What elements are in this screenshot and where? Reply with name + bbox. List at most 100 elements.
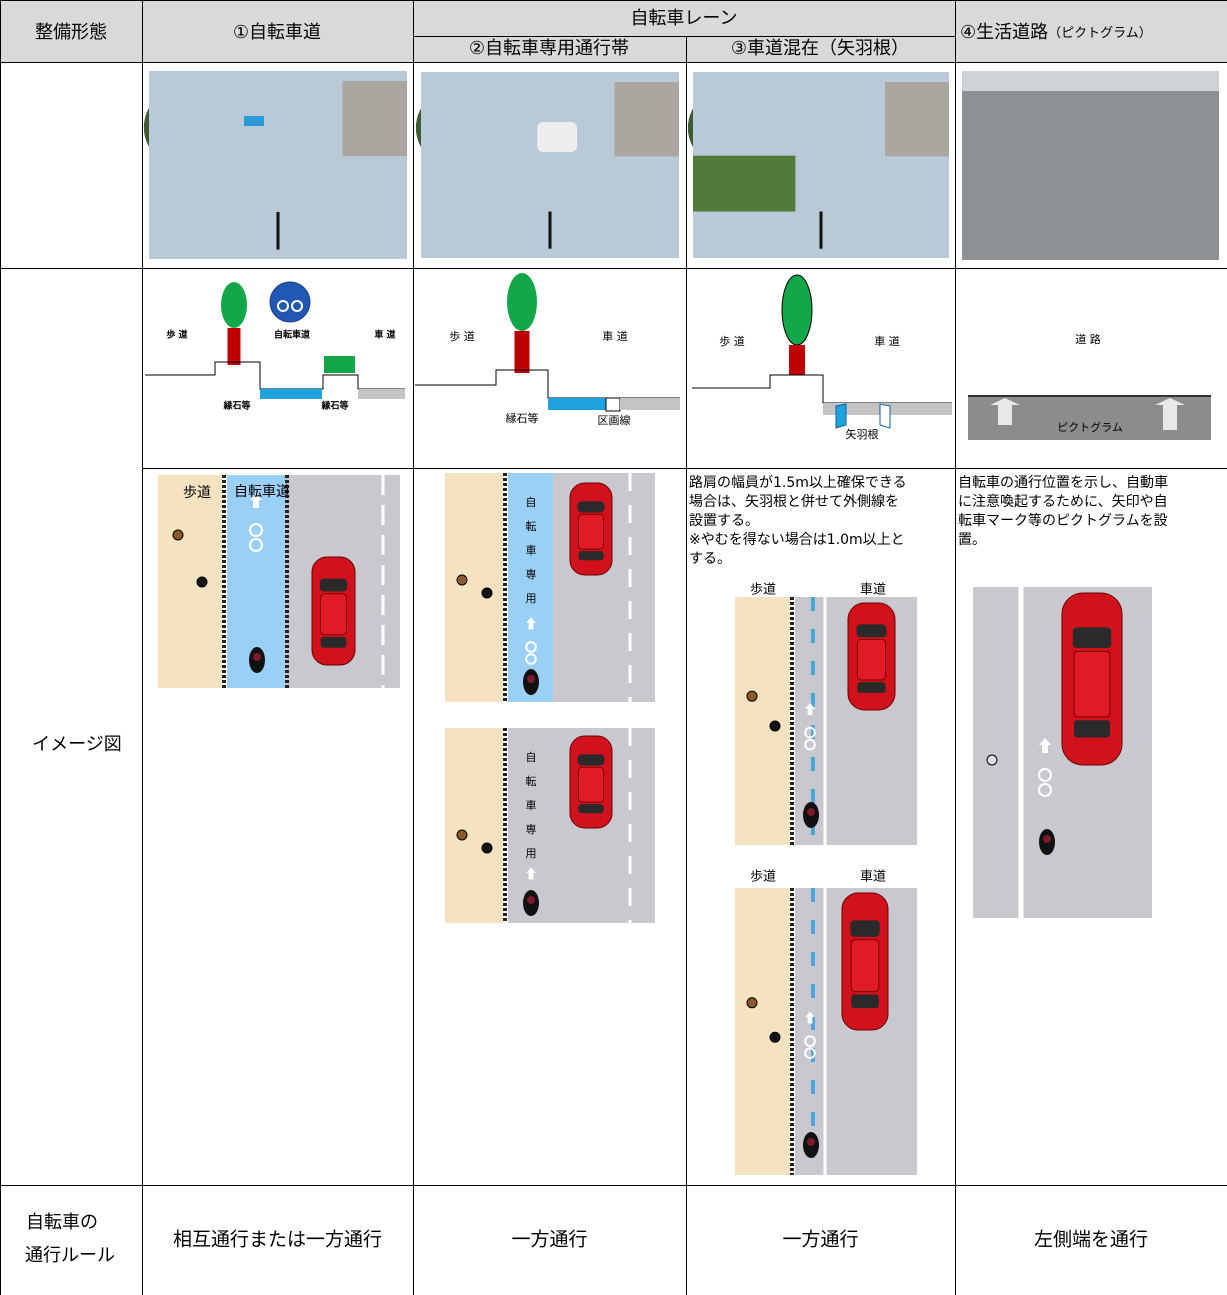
- label: ピクトグラム: [1057, 420, 1123, 434]
- header-cell: ①自転車道: [233, 22, 321, 43]
- lane-text: 自: [526, 751, 537, 764]
- lane-text: 自: [526, 496, 537, 509]
- photo-sign: [244, 116, 264, 126]
- lane-text: 転: [526, 775, 537, 788]
- header-cell: 自転車レーン: [630, 8, 737, 29]
- cyclist-head: [807, 808, 815, 816]
- car-windshield: [577, 754, 605, 766]
- sidewalk: [445, 728, 503, 923]
- pedestrian: [481, 587, 493, 599]
- car-roof: [1073, 650, 1111, 718]
- photo-building: [342, 81, 407, 157]
- header-cell: 整備形態: [35, 22, 107, 43]
- car-roof: [577, 513, 605, 550]
- note-text: に注意喚起するために、矢印や自: [958, 494, 1168, 510]
- header-sub: （ピクトグラム）: [1048, 26, 1152, 41]
- label: 歩道: [750, 583, 776, 598]
- pictogram-bike: [249, 523, 263, 537]
- photo-building: [885, 82, 949, 157]
- label: 歩道: [183, 485, 211, 501]
- pictogram-arrow: [526, 617, 536, 630]
- separator: [324, 356, 355, 373]
- pictogram-arrow: [805, 703, 815, 715]
- lane-text: 専: [526, 823, 537, 836]
- note-text: ※やむを得ない場合は1.0m以上と: [689, 531, 905, 548]
- car-roof: [856, 638, 887, 681]
- pictogram-arrow: [1039, 738, 1051, 753]
- car-windshield: [319, 578, 348, 592]
- lane-text: 専: [526, 568, 537, 581]
- row-label: 通行ルール: [25, 1245, 115, 1266]
- car-windshield: [577, 501, 605, 513]
- photo-car: [537, 122, 578, 152]
- cyclist-head: [807, 1138, 815, 1146]
- tree-trunk: [227, 328, 241, 365]
- pictogram-bike: [525, 641, 537, 653]
- car-windshield: [856, 624, 887, 638]
- pedestrian: [172, 529, 184, 541]
- pedestrian: [456, 829, 468, 841]
- arrow-mark: [879, 403, 891, 429]
- sidewalk: [735, 888, 790, 1175]
- tree-trunk: [789, 345, 805, 375]
- road-surface: [358, 389, 405, 399]
- pictogram-bike: [804, 738, 816, 751]
- label: 矢羽根: [846, 427, 879, 441]
- arrow-mark: [835, 403, 847, 429]
- pedestrian: [746, 997, 758, 1009]
- pedestrian: [769, 720, 781, 732]
- cyclist-head: [1043, 835, 1051, 843]
- tree-crown: [781, 274, 813, 346]
- note-text: 置。: [958, 532, 986, 548]
- lane-text: 転: [526, 520, 537, 533]
- label: 歩 道: [166, 329, 188, 341]
- road-surface: [620, 398, 680, 410]
- cyclist-head: [527, 675, 535, 683]
- rule-cell: 一方通行: [782, 1229, 858, 1251]
- pictogram-arrow: [805, 1011, 815, 1024]
- pictogram-icon: [990, 398, 1020, 425]
- header-main: ④生活道路: [960, 22, 1048, 43]
- row-label: イメージ図: [32, 734, 122, 755]
- car-windshield: [1072, 627, 1112, 649]
- label: 車道: [860, 583, 886, 598]
- rule-cell: 相互通行または一方通行: [173, 1229, 382, 1251]
- note-text: 設置する。: [689, 513, 759, 529]
- lane-text: 車: [526, 798, 537, 812]
- tree-trunk: [514, 331, 530, 373]
- tree-crown: [507, 273, 537, 331]
- pedestrian: [481, 842, 493, 854]
- car-rear-window: [1074, 720, 1110, 738]
- car-roof: [577, 766, 605, 803]
- sidewalk: [158, 475, 222, 688]
- label: 縁石等: [222, 400, 250, 412]
- pictogram-arrow: [250, 493, 262, 508]
- pedestrian: [456, 574, 468, 586]
- label: 縁石等: [506, 411, 539, 425]
- rule-cell: 左側端を通行: [1034, 1229, 1148, 1251]
- label: 歩 道: [449, 329, 475, 343]
- bike-sign: [269, 281, 311, 323]
- note-text: 路肩の幅員が1.5m以上確保できる: [689, 475, 907, 491]
- photo-hedge: [693, 155, 796, 212]
- car-roof: [850, 939, 880, 993]
- row-label: 自転車の: [26, 1212, 98, 1233]
- note-text: 場合は、矢羽根と併せて外側線を: [689, 494, 899, 510]
- pedestrian: [986, 754, 998, 766]
- car-rear-window: [578, 804, 604, 814]
- pedestrian: [196, 576, 208, 588]
- pictogram-bike: [804, 1035, 816, 1047]
- pictogram-bike: [525, 653, 537, 665]
- header-cell: ②自転車専用通行帯: [469, 38, 629, 59]
- pictogram-bike: [1038, 768, 1052, 782]
- car-roof: [320, 593, 347, 636]
- pictogram-bike: [804, 1047, 816, 1059]
- pictogram-bike: [804, 726, 816, 739]
- label: 車 道: [374, 329, 396, 341]
- tree-crown: [221, 282, 247, 328]
- car-windshield: [850, 920, 880, 937]
- cyclist-head: [253, 653, 261, 661]
- label: 縁石等: [320, 400, 348, 412]
- pedestrian: [769, 1031, 781, 1043]
